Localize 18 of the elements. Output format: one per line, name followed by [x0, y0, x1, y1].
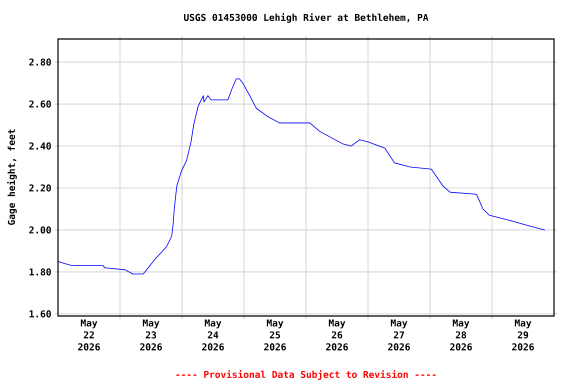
chart-title: USGS 01453000 Lehigh River at Bethlehem, PA — [184, 13, 428, 23]
y-tick-label: 2.60 — [29, 100, 51, 108]
x-tick-label: May 29 2026 — [512, 320, 534, 350]
y-tick-label: 2.80 — [29, 58, 51, 66]
x-tick-label: May 22 2026 — [78, 320, 100, 350]
text: ---- Provisional Data Subject to Revision ---- — [176, 370, 436, 380]
x-tick-label: May 25 2026 — [264, 320, 286, 350]
y-tick-label: 1.80 — [30, 268, 51, 276]
x-tick-label: May 23 2026 — [140, 320, 162, 350]
y-axis-title: Gage height, feet — [7, 129, 17, 225]
x-tick-label: May 26 2026 — [326, 320, 348, 350]
y-tick-label: 2.40 — [29, 142, 51, 150]
y-tick-label: 2.20 — [29, 184, 51, 192]
y-tick-label: 2.00 — [29, 226, 51, 234]
x-tick-label: May 24 2026 — [202, 320, 224, 350]
x-tick-label: May 28 2026 — [450, 320, 472, 350]
x-tick-label: May 27 2026 — [388, 320, 410, 350]
y-tick-label: 1.60 — [30, 310, 51, 318]
